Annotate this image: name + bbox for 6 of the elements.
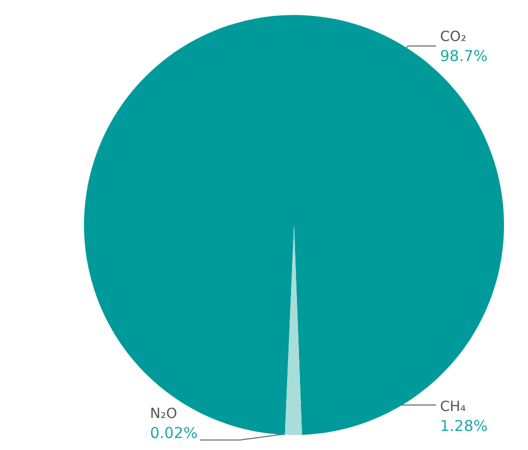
slice-label: CO₂ — [440, 29, 466, 45]
data-label: 0.02% — [150, 424, 198, 442]
slice-label: N₂O — [150, 406, 178, 422]
slice-label: CH₄ — [440, 399, 466, 415]
data-label: 98.7% — [440, 47, 488, 65]
data-label: 1.28% — [440, 417, 488, 435]
